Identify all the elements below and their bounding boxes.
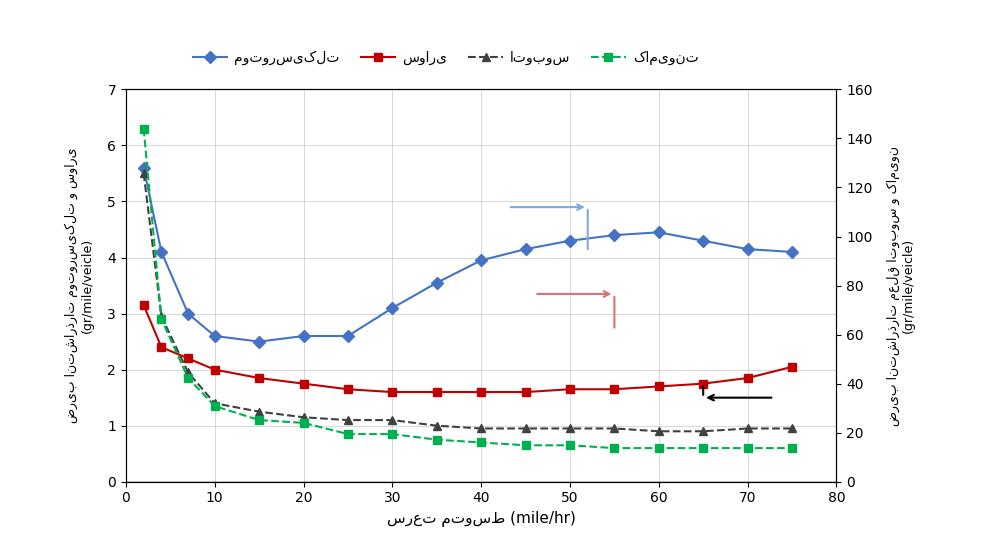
- X-axis label: سرعت متوسط (mile/hr): سرعت متوسط (mile/hr): [387, 511, 576, 527]
- Legend: موتورسیکلت, سواری, اتوبوس, کامیونت: موتورسیکلت, سواری, اتوبوس, کامیونت: [187, 46, 704, 71]
- Y-axis label: ضریب انتشارذرات موتورسیکلت و سواری
(gr/mile/veicle): ضریب انتشارذرات موتورسیکلت و سواری (gr/m…: [65, 148, 93, 423]
- Y-axis label: ضریب انتشارذرات معلق اتوبوس و کامیون
(gr/mile/veicle): ضریب انتشارذرات معلق اتوبوس و کامیون (gr…: [887, 146, 915, 425]
